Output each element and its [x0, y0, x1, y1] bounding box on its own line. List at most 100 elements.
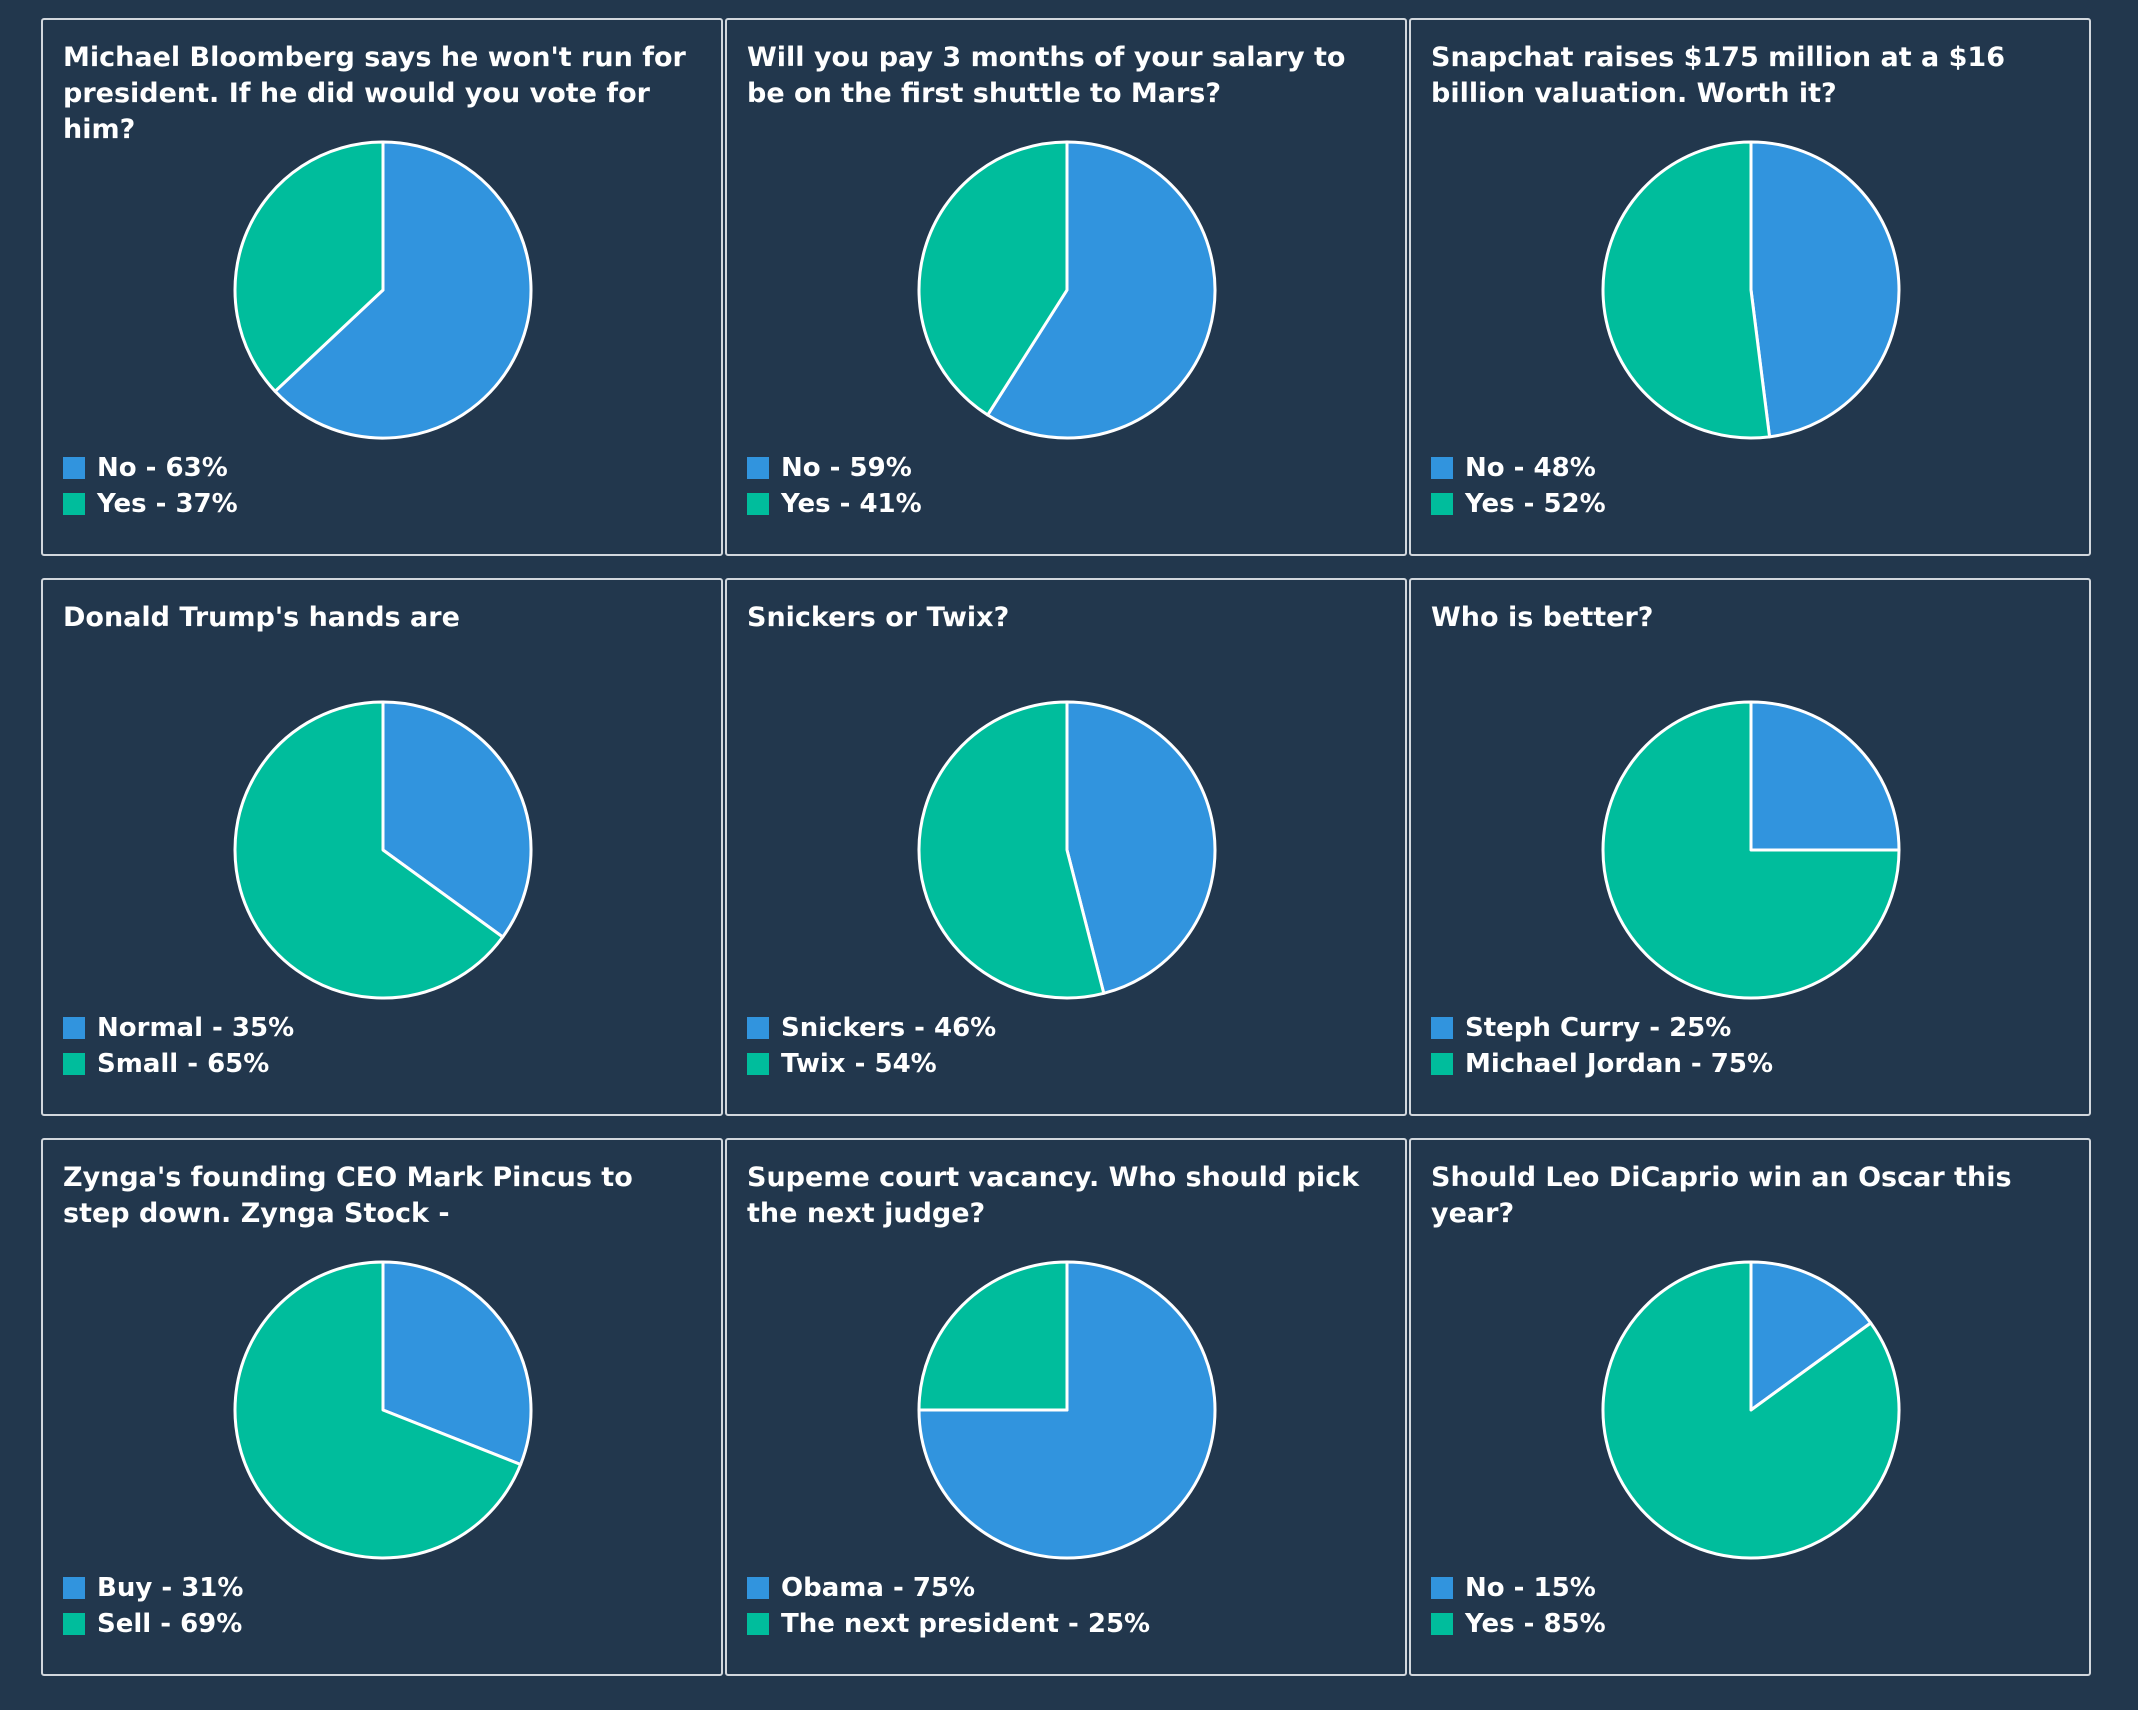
legend-separator: -: [1681, 1049, 1711, 1079]
legend-label: The next president: [781, 1609, 1059, 1639]
legend-separator: -: [1514, 1609, 1544, 1639]
legend-separator: -: [136, 453, 166, 483]
legend-separator: -: [845, 1049, 875, 1079]
pie-slice-the-next-president: [917, 1260, 1069, 1412]
legend-separator: -: [883, 1573, 913, 1603]
legend-text: No - 48%: [1465, 453, 1596, 483]
legend-swatch: [747, 1017, 769, 1039]
legend-value: 31%: [181, 1573, 244, 1603]
legend-value: 63%: [165, 453, 228, 483]
pie-chart: [1601, 140, 1901, 440]
legend-value: 75%: [1710, 1049, 1774, 1079]
legend-value: 41%: [859, 489, 922, 519]
legend-separator: -: [146, 489, 176, 519]
legend-value: 35%: [231, 1013, 295, 1043]
legend-text: Sell - 69%: [97, 1609, 242, 1639]
pie-slice-snickers: [1065, 700, 1217, 995]
legend-text: Yes - 41%: [781, 489, 922, 519]
legend-label: Sell: [97, 1609, 152, 1639]
poll-card-8: Supeme court vacancy. Who should pick th…: [725, 1138, 1407, 1676]
pie-chart: [917, 700, 1217, 1000]
legend-item: Yes - 37%: [63, 486, 238, 522]
pie-slice-normal: [381, 700, 533, 939]
legend-text: Normal - 35%: [97, 1013, 294, 1043]
pie-slice-yes: [1601, 1260, 1901, 1560]
pie-slice-no: [986, 140, 1217, 440]
legend-swatch: [63, 1577, 85, 1599]
legend-swatch: [1431, 457, 1453, 479]
legend-item: Yes - 85%: [1431, 1606, 1606, 1642]
legend-separator: -: [1514, 489, 1544, 519]
poll-grid: Michael Bloomberg says he won't run for …: [41, 18, 2091, 1676]
pie-chart: [233, 140, 533, 440]
legend-swatch: [747, 1613, 769, 1635]
pie-chart: [917, 140, 1217, 440]
legend-value: 65%: [207, 1049, 270, 1079]
legend-label: No: [1465, 1573, 1505, 1603]
legend-item: Michael Jordan - 75%: [1431, 1046, 1773, 1082]
poll-question: Snickers or Twix?: [747, 602, 1010, 633]
legend-swatch: [747, 457, 769, 479]
legend-swatch: [747, 493, 769, 515]
pie-slice-no: [1749, 1260, 1873, 1412]
legend-value: 54%: [874, 1049, 937, 1079]
legend-value: 46%: [934, 1013, 997, 1043]
poll-question: Michael Bloomberg says he won't run for …: [63, 42, 686, 145]
poll-card-4: Donald Trump's hands are Normal - 35% Sma…: [41, 578, 723, 1116]
legend-separator: -: [1058, 1609, 1088, 1639]
legend-label: Obama: [781, 1573, 884, 1603]
poll-question: Donald Trump's hands are: [63, 602, 460, 633]
legend-separator: -: [830, 489, 860, 519]
legend-value: 25%: [1669, 1013, 1732, 1043]
legend-text: Buy - 31%: [97, 1573, 243, 1603]
poll-question: Zynga's founding CEO Mark Pincus to step…: [63, 1162, 633, 1229]
legend-swatch: [1431, 1017, 1453, 1039]
legend-separator: -: [905, 1013, 934, 1043]
legend-label: No: [781, 453, 821, 483]
legend-label: Yes: [1465, 489, 1515, 519]
pie-slice-yes: [233, 140, 385, 393]
legend-swatch: [63, 493, 85, 515]
poll-card-7: Zynga's founding CEO Mark Pincus to step…: [41, 1138, 723, 1676]
legend-separator: -: [1640, 1013, 1670, 1043]
pie-chart: [917, 1260, 1217, 1560]
legend: Snickers - 46% Twix - 54%: [747, 1010, 996, 1082]
legend-value: 69%: [180, 1609, 243, 1639]
legend: Normal - 35% Small - 65%: [63, 1010, 294, 1082]
poll-card-6: Who is better? Steph Curry - 25% Michael …: [1409, 578, 2091, 1116]
legend-swatch: [63, 1053, 85, 1075]
legend-label: No: [97, 453, 137, 483]
legend-swatch: [63, 457, 85, 479]
poll-question: Should Leo DiCaprio win an Oscar this ye…: [1431, 1162, 2012, 1229]
legend-label: Small: [97, 1049, 179, 1079]
legend-text: Snickers - 46%: [781, 1013, 996, 1043]
pie-chart: [233, 700, 533, 1000]
legend-item: No - 59%: [747, 450, 922, 486]
legend-item: Normal - 35%: [63, 1010, 294, 1046]
legend: No - 59% Yes - 41%: [747, 450, 922, 522]
legend-label: Snickers: [781, 1013, 906, 1043]
legend-text: Small - 65%: [97, 1049, 269, 1079]
pie-slice-yes: [1601, 140, 1772, 440]
pie-slice-buy: [381, 1260, 533, 1466]
legend-item: The next president - 25%: [747, 1606, 1150, 1642]
legend-text: Michael Jordan - 75%: [1465, 1049, 1773, 1079]
legend-item: No - 15%: [1431, 1570, 1606, 1606]
legend-swatch: [1431, 1613, 1453, 1635]
legend-text: No - 15%: [1465, 1573, 1596, 1603]
legend: Steph Curry - 25% Michael Jordan - 75%: [1431, 1010, 1773, 1082]
pie-chart: [233, 1260, 533, 1560]
legend-item: No - 48%: [1431, 450, 1606, 486]
legend-label: Yes: [97, 489, 147, 519]
poll-card-9: Should Leo DiCaprio win an Oscar this ye…: [1409, 1138, 2091, 1676]
legend-item: Yes - 41%: [747, 486, 922, 522]
legend-separator: -: [820, 453, 850, 483]
pie-chart: [1601, 700, 1901, 1000]
poll-question: Supeme court vacancy. Who should pick th…: [747, 1162, 1360, 1229]
poll-question: Will you pay 3 months of your salary to …: [747, 42, 1346, 109]
legend-swatch: [747, 1577, 769, 1599]
pie-slice-no: [273, 140, 533, 440]
legend-text: The next president - 25%: [781, 1609, 1150, 1639]
pie-slice-yes: [917, 140, 1069, 417]
legend-label: Michael Jordan: [1465, 1049, 1682, 1079]
